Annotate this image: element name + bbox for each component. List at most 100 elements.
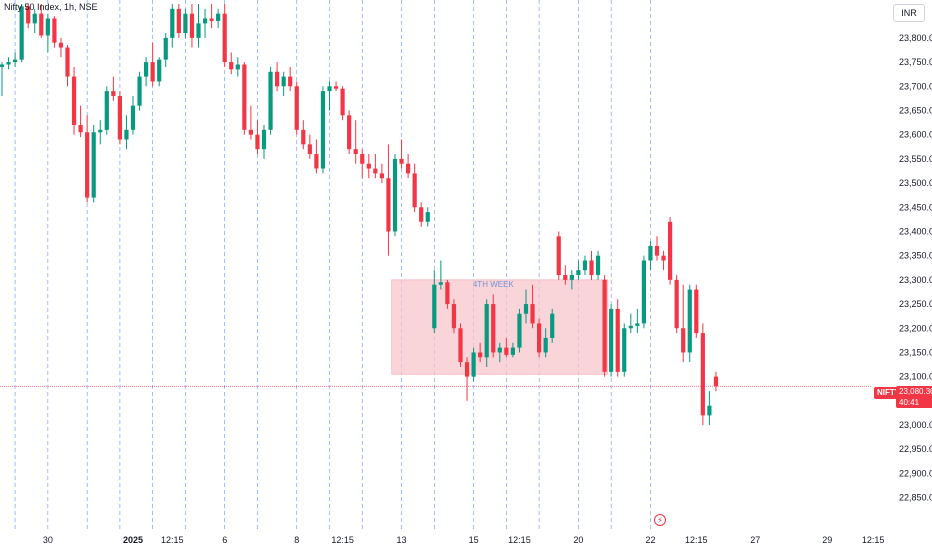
candle-body <box>471 352 476 377</box>
candle-down <box>333 81 339 92</box>
candle-body <box>668 221 673 280</box>
candle-down <box>275 62 280 92</box>
candle-body <box>294 86 299 130</box>
candle-body <box>242 64 247 130</box>
candle-down <box>661 250 666 271</box>
candle-body <box>700 333 705 416</box>
price-tick-label: 23,600.00 <box>899 130 932 140</box>
candle-body <box>366 163 371 169</box>
price-axis[interactable]: 23,800.00 23,750.00 23,700.00 23,650.00 23,6… <box>899 33 932 503</box>
candle-body <box>537 323 542 353</box>
candle-down <box>222 4 227 67</box>
candle-body <box>484 304 489 358</box>
candle-body <box>615 308 620 372</box>
candle-body <box>170 8 175 38</box>
candle-up <box>163 33 168 67</box>
candle-body <box>661 255 666 261</box>
candle-body <box>595 255 601 276</box>
candle-up <box>510 342 515 358</box>
candle-down <box>713 371 719 392</box>
time-tick-label: 2025 <box>123 535 143 545</box>
last-price-tag: 23,080.30 40:41 <box>896 386 932 408</box>
bar-countdown: 40:41 <box>899 398 920 407</box>
candle-up <box>98 120 103 145</box>
candle-up <box>543 328 548 358</box>
candle-down <box>288 66 293 92</box>
candle-down <box>504 337 509 358</box>
candle-body <box>52 18 57 43</box>
symbol-title[interactable]: Nifty 50 Index, 1h, NSE <box>4 2 98 12</box>
time-tick-label: 12:15 <box>508 535 531 545</box>
candle-down <box>464 357 470 401</box>
lightning-icon[interactable]: ⚡ <box>654 514 666 526</box>
currency-selector[interactable]: INR <box>893 4 925 22</box>
candle-up <box>438 260 443 290</box>
candle-down <box>65 45 70 87</box>
candle-up <box>622 323 627 377</box>
candle-down <box>314 139 319 174</box>
candle-body <box>556 236 561 276</box>
candle-down <box>71 66 77 135</box>
candle-down <box>386 144 391 256</box>
price-tick-label: 22,850.00 <box>899 493 932 503</box>
candle-up <box>569 270 574 290</box>
candle-body <box>497 347 502 353</box>
candle-body <box>163 37 168 60</box>
candle-up <box>235 57 240 77</box>
candle-body <box>189 13 195 38</box>
candle-down <box>451 299 457 334</box>
session-break-lines <box>14 0 651 530</box>
candle-body <box>589 260 594 276</box>
candle-down <box>255 120 260 155</box>
candle-body <box>150 62 155 82</box>
candle-body <box>432 284 437 329</box>
candle-up <box>45 13 50 53</box>
candle-body <box>674 279 679 329</box>
candle-body <box>13 59 18 63</box>
candle-body <box>202 18 208 24</box>
candle-down <box>360 149 365 179</box>
candle-body <box>183 13 188 34</box>
candle-body <box>26 6 31 24</box>
candle-up <box>471 347 476 382</box>
candle-up <box>576 260 581 280</box>
time-axis[interactable]: 30 2025 12:15 6 8 12:15 13 15 12:15 20 22 12:15 27 29… <box>43 535 885 545</box>
candle-body <box>353 149 358 155</box>
candle-down <box>39 4 44 38</box>
candle-up <box>641 255 646 329</box>
candle-body <box>464 362 470 377</box>
candle-up <box>261 124 267 159</box>
candle-body <box>71 76 77 125</box>
candle-body <box>635 323 640 326</box>
candle-body <box>478 352 483 358</box>
candle-down <box>700 323 705 426</box>
candle-body <box>563 275 568 280</box>
candle-body <box>320 91 326 169</box>
candle-up <box>648 241 653 271</box>
time-tick-label: 15 <box>469 535 479 545</box>
candle-body <box>58 42 64 48</box>
candle-up <box>124 115 129 150</box>
candle-body <box>209 18 214 21</box>
last-price-value: 23,080.30 <box>899 387 932 396</box>
candle-down <box>458 323 463 367</box>
price-tick-label: 23,100.00 <box>899 372 932 382</box>
candle-body <box>281 76 286 87</box>
candle-body <box>517 313 522 348</box>
candle-up <box>550 308 555 343</box>
candle-down <box>353 120 358 164</box>
candle-body <box>628 325 633 329</box>
candle-down <box>445 279 450 309</box>
candle-body <box>255 134 260 150</box>
candle-down <box>556 231 561 280</box>
candle-body <box>333 86 339 89</box>
candle-body <box>85 132 90 198</box>
candle-body <box>451 304 457 329</box>
candle-down <box>176 4 181 38</box>
candle-up <box>582 255 588 276</box>
candle-body <box>379 173 384 179</box>
candle-body <box>222 13 227 63</box>
price-tick-label: 23,150.00 <box>899 347 932 357</box>
candle-up <box>13 52 18 67</box>
